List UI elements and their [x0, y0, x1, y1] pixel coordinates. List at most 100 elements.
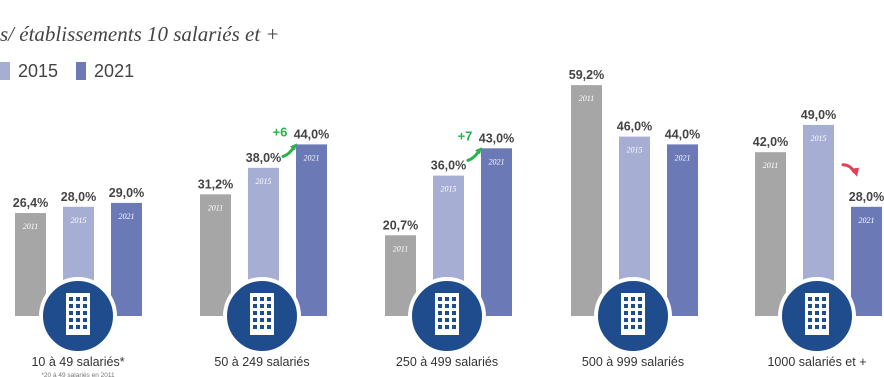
building-window — [631, 297, 635, 301]
delta-label: +7 — [458, 128, 473, 143]
data-label: 36,0% — [431, 159, 466, 173]
building-window — [260, 311, 264, 315]
building-window — [253, 311, 257, 315]
building-window — [808, 318, 812, 322]
building-window — [624, 311, 628, 315]
legend-label-2021: 2021 — [94, 60, 135, 81]
data-label: 46,0% — [617, 120, 652, 134]
building-window — [267, 325, 271, 329]
building-window — [260, 318, 264, 322]
bar-year-label: 2021 — [304, 153, 320, 162]
building-window — [69, 311, 73, 315]
data-label: 44,0% — [294, 127, 329, 141]
bar-year-label: 2011 — [23, 222, 38, 231]
building-window — [83, 318, 87, 322]
building-window — [638, 304, 642, 308]
building-window — [438, 304, 442, 308]
building-window — [83, 304, 87, 308]
bar-year-label: 2015 — [71, 216, 87, 225]
data-label: 20,7% — [383, 218, 418, 232]
building-window — [438, 325, 442, 329]
up-arrow-icon — [466, 147, 482, 162]
data-label: 49,0% — [801, 108, 836, 122]
bar-year-label: 2021 — [675, 153, 691, 162]
building-window — [83, 311, 87, 315]
bar-2021-500-999-salari-s — [667, 144, 698, 316]
building-window — [76, 304, 80, 308]
bar-2021-10-49-salari-s — [111, 202, 142, 316]
footnote: *20 à 49 salariés en 2011 — [41, 372, 115, 377]
bar-year-label: 2015 — [627, 146, 643, 155]
bar-2021-50-249-salari-s — [296, 144, 327, 316]
building-window — [438, 318, 442, 322]
building-window — [76, 318, 80, 322]
bar-year-label: 2015 — [811, 134, 827, 143]
building-window — [808, 325, 812, 329]
data-label: 43,0% — [479, 131, 514, 145]
building-window — [631, 304, 635, 308]
building-window — [631, 311, 635, 315]
building-window — [267, 318, 271, 322]
building-window — [260, 297, 264, 301]
legend-item-2015: 2015 — [0, 61, 58, 82]
data-label: 38,0% — [246, 151, 281, 165]
building-window — [631, 318, 635, 322]
building-window — [267, 311, 271, 315]
building-window — [638, 318, 642, 322]
data-label: 59,2% — [569, 68, 604, 82]
building-window — [452, 311, 456, 315]
building-window — [69, 318, 73, 322]
building-window — [76, 297, 80, 301]
data-label: 44,0% — [665, 127, 700, 141]
building-window — [822, 304, 826, 308]
building-window — [445, 304, 449, 308]
building-window — [452, 297, 456, 301]
building-window — [76, 325, 80, 329]
legend-swatch-2015 — [0, 62, 10, 80]
building-window — [260, 325, 264, 329]
building-window — [69, 325, 73, 329]
building-window — [452, 318, 456, 322]
bar-year-label: 2015 — [256, 177, 272, 186]
building-window — [445, 311, 449, 315]
building-window — [445, 325, 449, 329]
building-window — [815, 297, 819, 301]
bar-year-label: 2011 — [763, 161, 778, 170]
building-window — [83, 325, 87, 329]
bar-2011-500-999-salari-s — [571, 85, 602, 317]
building-window — [631, 325, 635, 329]
data-label: 29,0% — [109, 186, 144, 200]
building-window — [83, 297, 87, 301]
building-window — [624, 325, 628, 329]
category-label-250-499-salari-s: 250 à 499 salariés — [396, 355, 498, 369]
building-window — [808, 311, 812, 315]
bar-2021-1000-salari-s-et — [851, 206, 882, 316]
bar-2011-50-249-salari-s — [200, 194, 231, 316]
building-window — [76, 311, 80, 315]
building-window — [267, 297, 271, 301]
building-window — [815, 311, 819, 315]
building-window — [260, 304, 264, 308]
bar-2021-250-499-salari-s — [481, 148, 512, 316]
building-window — [253, 325, 257, 329]
building-window — [815, 318, 819, 322]
data-label: 28,0% — [61, 190, 96, 204]
data-label: 28,0% — [849, 190, 884, 204]
category-label-1000-salari-s-et: 1000 salariés et + — [767, 355, 866, 369]
chart-title: s/ établissements 10 salariés et + — [0, 22, 280, 46]
bar-year-label: 2015 — [441, 185, 457, 194]
down-arrow-icon — [841, 163, 859, 177]
building-window — [624, 304, 628, 308]
legend-item-2021: 2021 — [76, 61, 134, 82]
building-window — [253, 297, 257, 301]
building-window — [438, 311, 442, 315]
building-window — [445, 318, 449, 322]
bar-year-label: 2011 — [579, 94, 594, 103]
data-label: 31,2% — [198, 177, 233, 191]
building-window — [452, 304, 456, 308]
building-window — [815, 325, 819, 329]
category-label-10-49-salari-s: 10 à 49 salariés* — [31, 355, 124, 369]
building-window — [624, 318, 628, 322]
bar-year-label: 2021 — [489, 157, 505, 166]
up-arrow-icon — [281, 143, 297, 158]
